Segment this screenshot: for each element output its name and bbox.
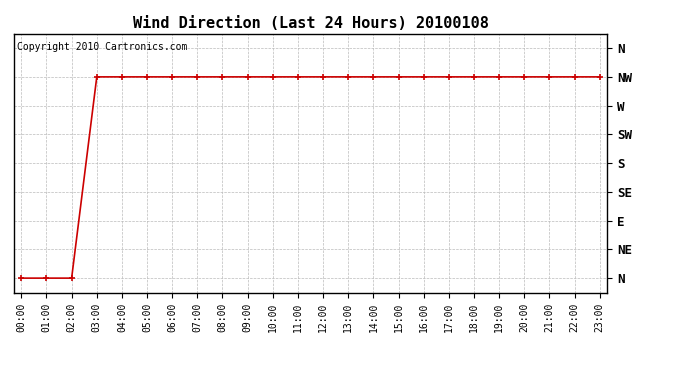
Text: Copyright 2010 Cartronics.com: Copyright 2010 Cartronics.com: [17, 42, 187, 51]
Title: Wind Direction (Last 24 Hours) 20100108: Wind Direction (Last 24 Hours) 20100108: [132, 16, 489, 31]
